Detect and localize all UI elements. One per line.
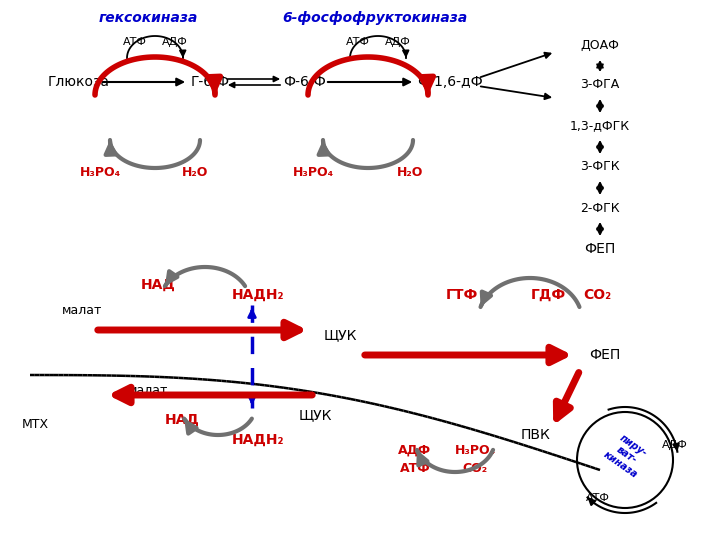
Text: Н₃РО₄: Н₃РО₄ bbox=[454, 443, 495, 456]
Text: ЩУК: ЩУК bbox=[298, 408, 332, 422]
Text: пиру-
ват-
киназа: пиру- ват- киназа bbox=[601, 430, 652, 480]
Text: ФЕП: ФЕП bbox=[585, 242, 616, 256]
Text: АТФ: АТФ bbox=[586, 493, 610, 503]
Text: АТФ: АТФ bbox=[400, 462, 431, 475]
Text: Н₂О: Н₂О bbox=[397, 165, 423, 179]
Text: Ф-6-Ф: Ф-6-Ф bbox=[284, 75, 326, 89]
Text: НАД: НАД bbox=[140, 278, 176, 292]
Text: ФЕП: ФЕП bbox=[590, 348, 621, 362]
Text: НАД: НАД bbox=[165, 413, 199, 427]
Text: Н₂О: Н₂О bbox=[182, 165, 208, 179]
Text: МТХ: МТХ bbox=[22, 418, 49, 431]
Text: Г-6-Ф: Г-6-Ф bbox=[190, 75, 230, 89]
Text: СО₂: СО₂ bbox=[462, 462, 487, 475]
Text: 2-ФГК: 2-ФГК bbox=[580, 201, 620, 214]
Text: ГТФ: ГТФ bbox=[446, 288, 478, 302]
Text: АДФ: АДФ bbox=[385, 37, 411, 47]
Text: АДФ: АДФ bbox=[662, 440, 688, 450]
Text: СО₂: СО₂ bbox=[583, 288, 611, 302]
Text: гексокиназа: гексокиназа bbox=[99, 11, 198, 25]
Text: АДФ: АДФ bbox=[398, 443, 431, 456]
Text: 1,3-дФГК: 1,3-дФГК bbox=[570, 119, 630, 132]
Text: малат: малат bbox=[62, 303, 102, 316]
Text: Глюкоза: Глюкоза bbox=[48, 75, 110, 89]
Text: АТФ: АТФ bbox=[346, 37, 370, 47]
Text: ДОАФ: ДОАФ bbox=[580, 38, 619, 51]
Text: малат: малат bbox=[128, 383, 168, 396]
Text: АТФ: АТФ bbox=[123, 37, 147, 47]
Text: ГДФ: ГДФ bbox=[531, 288, 566, 302]
Text: Ф-1,6-дФ: Ф-1,6-дФ bbox=[417, 75, 483, 89]
Text: ЩУК: ЩУК bbox=[323, 328, 356, 342]
Text: Н₃РО₄: Н₃РО₄ bbox=[292, 165, 333, 179]
Text: 6-фосфофруктокиназа: 6-фосфофруктокиназа bbox=[282, 11, 467, 25]
Text: 3-ФГА: 3-ФГА bbox=[580, 78, 620, 91]
Text: 3-ФГК: 3-ФГК bbox=[580, 160, 620, 173]
Text: ПВК: ПВК bbox=[520, 428, 550, 442]
Text: НАДН₂: НАДН₂ bbox=[232, 433, 284, 447]
Text: Н₃РО₄: Н₃РО₄ bbox=[79, 165, 120, 179]
Text: АДФ: АДФ bbox=[162, 37, 188, 47]
Text: НАДН₂: НАДН₂ bbox=[232, 288, 284, 302]
